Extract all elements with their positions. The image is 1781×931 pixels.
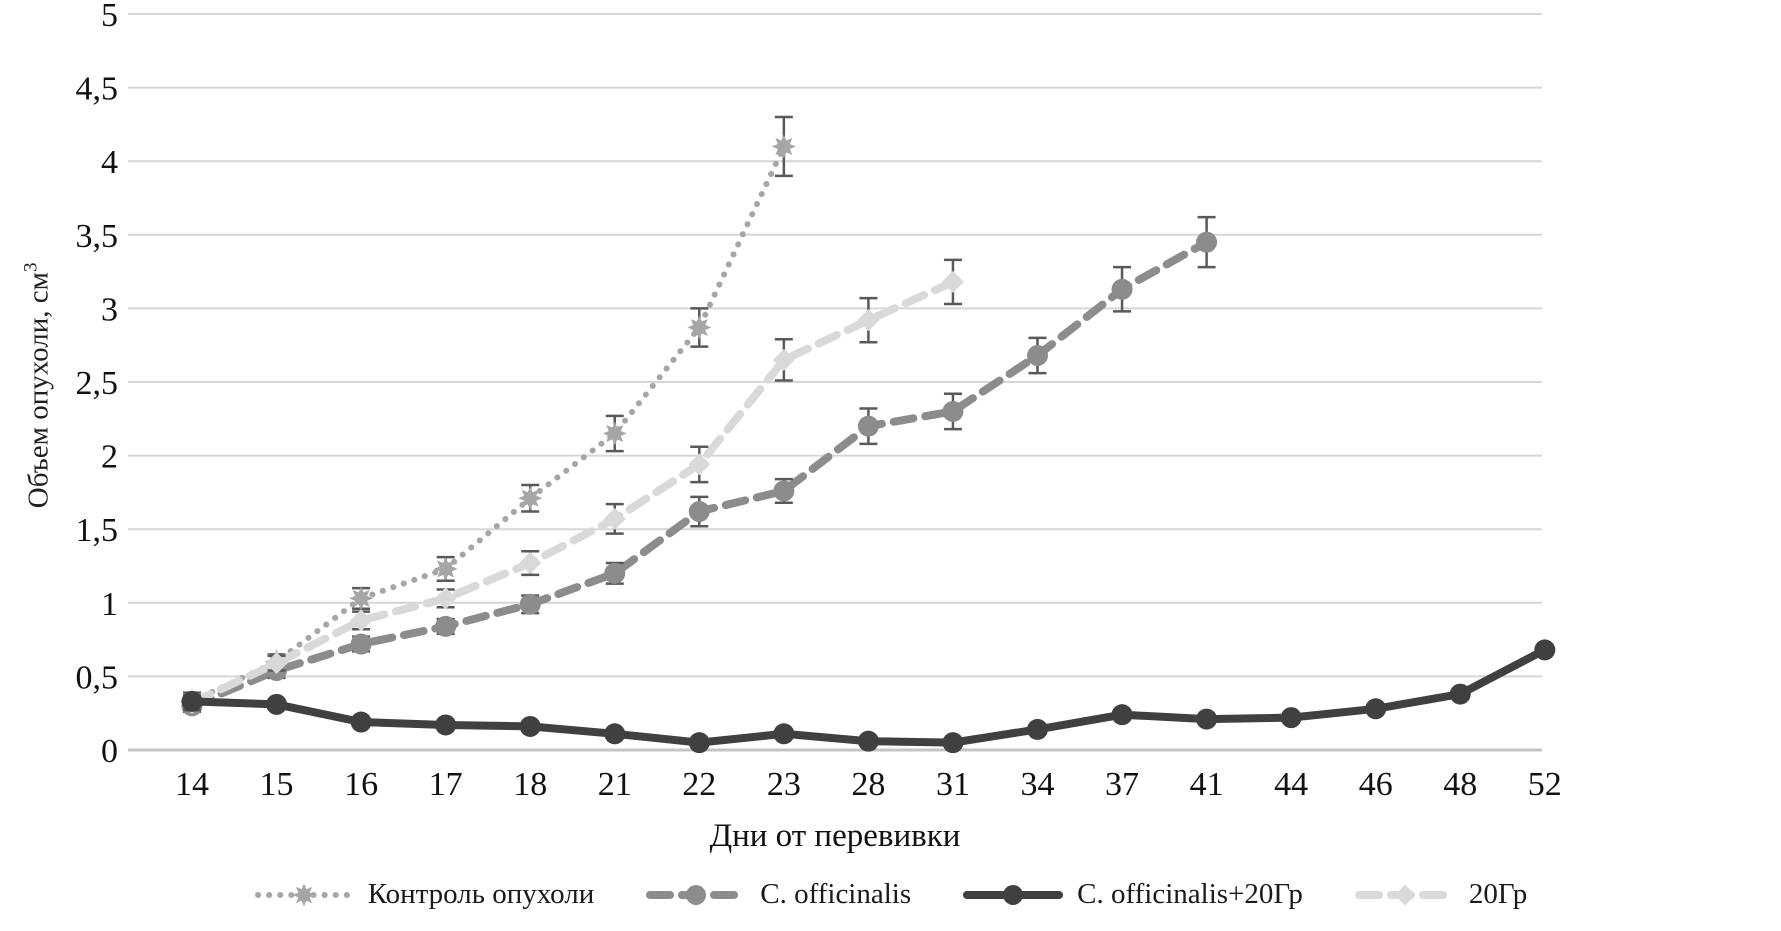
y-tick-label: 2 xyxy=(101,439,118,476)
legend-line-sample-20gr xyxy=(1354,884,1455,905)
x-tick-label: 21 xyxy=(598,766,632,803)
x-tick-label: 28 xyxy=(851,766,885,803)
x-tick-label: 23 xyxy=(767,766,801,803)
y-axis-title: Объем опухоли, см3 xyxy=(21,215,56,555)
y-tick-label: 1 xyxy=(101,586,118,623)
legend-item-control: Контроль опухоли xyxy=(254,878,595,911)
x-tick-label: 22 xyxy=(682,766,716,803)
x-tick-label: 14 xyxy=(175,766,209,803)
y-tick-label: 0 xyxy=(101,733,118,770)
series-1 xyxy=(181,215,1218,717)
x-tick-label: 34 xyxy=(1021,766,1055,803)
legend-label: 20Гр xyxy=(1468,878,1528,910)
x-axis-title: Дни от перевивки xyxy=(709,818,961,854)
legend-label: C. officinalis+20Гр xyxy=(1077,878,1303,910)
legend-label: C. officinalis xyxy=(760,878,912,910)
legend-label: Контроль опухоли xyxy=(367,878,595,910)
x-tick-label: 52 xyxy=(1528,766,1562,803)
legend-item-officinalis: C. officinalis xyxy=(646,878,911,911)
x-tick-label: 17 xyxy=(429,766,463,803)
y-tick-label: 1,5 xyxy=(76,512,119,549)
legend-line-sample-control xyxy=(254,883,353,906)
x-tick-label: 46 xyxy=(1359,766,1393,803)
x-tick-label: 37 xyxy=(1105,766,1139,803)
legend-item-officinalis-20gr: C. officinalis+20Гр xyxy=(963,878,1303,911)
y-tick-label: 4,5 xyxy=(76,71,119,108)
series-2 xyxy=(181,639,1556,754)
y-tick-label: 2,5 xyxy=(76,365,119,402)
y-axis-title-text: Объем опухоли, см xyxy=(22,271,55,509)
x-tick-label: 15 xyxy=(260,766,294,803)
series-3 xyxy=(181,258,964,714)
x-tick-label: 48 xyxy=(1443,766,1477,803)
legend-line-sample-officinalis-20gr xyxy=(963,884,1064,905)
series-0 xyxy=(180,115,796,714)
x-tick-label: 16 xyxy=(344,766,378,803)
y-tick-label: 5 xyxy=(101,0,118,34)
legend-item-20gr: 20Гр xyxy=(1354,878,1528,911)
x-tick-label: 31 xyxy=(936,766,970,803)
y-tick-label: 3,5 xyxy=(76,218,119,255)
legend-line-sample-officinalis xyxy=(646,884,747,905)
x-tick-label: 44 xyxy=(1274,766,1308,803)
y-tick-label: 4 xyxy=(101,144,118,181)
x-tick-label: 18 xyxy=(513,766,547,803)
y-tick-label: 0,5 xyxy=(76,659,119,696)
chart-legend: Контроль опухоли C. officinalis C. offic… xyxy=(0,878,1781,911)
x-tick-label: 41 xyxy=(1190,766,1224,803)
y-tick-label: 3 xyxy=(101,291,118,328)
y-axis-title-sup: 3 xyxy=(20,262,42,272)
